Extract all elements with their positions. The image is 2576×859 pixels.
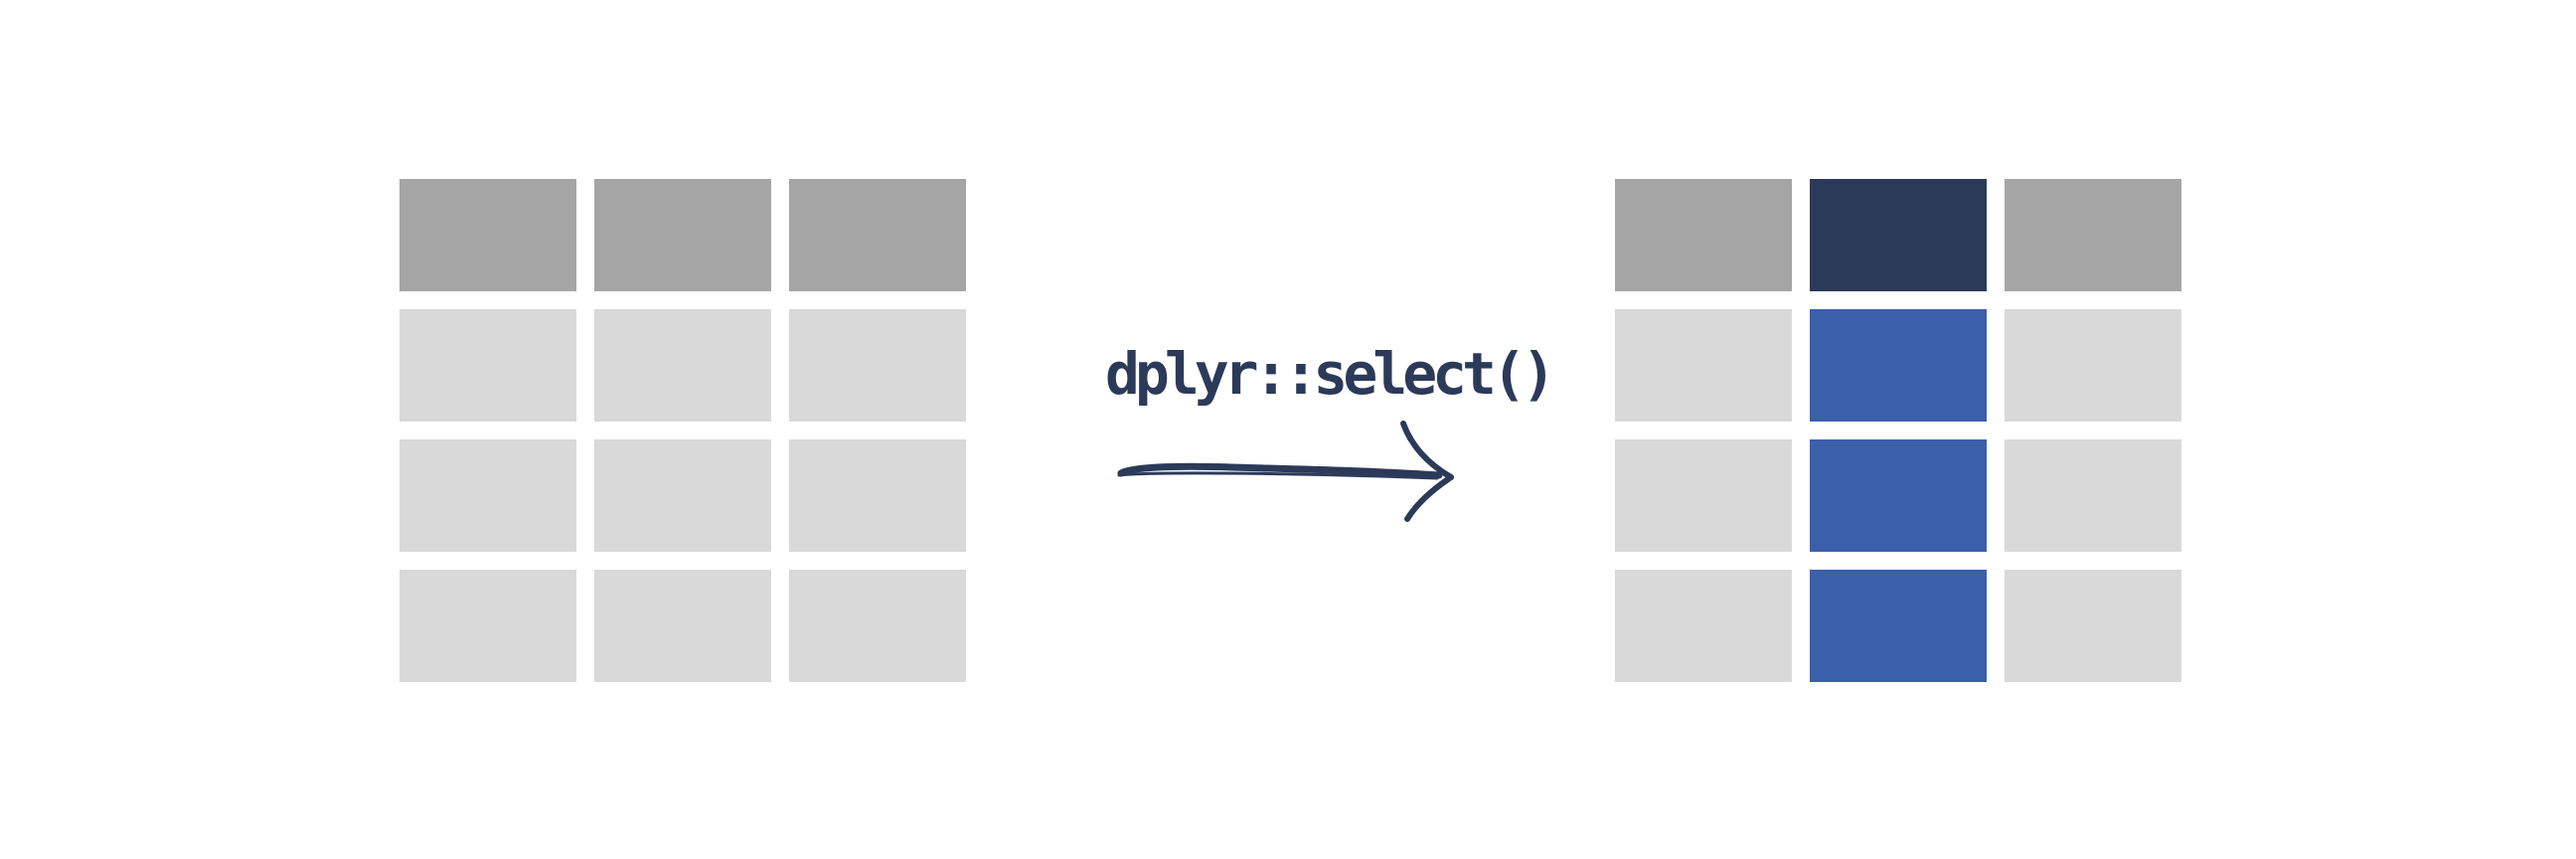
result-body-cell	[1615, 439, 1792, 552]
source-header-cell	[400, 179, 576, 291]
selected-column-cell	[1810, 309, 1987, 422]
source-header-cell	[594, 179, 771, 291]
source-body-cell	[594, 309, 771, 422]
result-body-cell	[1615, 309, 1792, 422]
result-body-cell	[2005, 439, 2181, 552]
source-header-cell	[789, 179, 966, 291]
result-body-cell	[2005, 570, 2181, 682]
source-body-cell	[594, 439, 771, 552]
source-body-cell	[400, 570, 576, 682]
result-table	[1615, 179, 2181, 682]
source-body-cell	[789, 570, 966, 682]
source-body-cell	[789, 439, 966, 552]
result-header-cell	[1615, 179, 1792, 291]
source-table	[400, 179, 966, 682]
result-body-cell	[2005, 309, 2181, 422]
transform-arrow-icon	[1117, 421, 1454, 522]
source-body-cell	[789, 309, 966, 422]
source-body-cell	[400, 309, 576, 422]
selected-column-header	[1810, 179, 1987, 291]
result-body-cell	[1615, 570, 1792, 682]
selected-column-cell	[1810, 439, 1987, 552]
function-label: dplyr::select()	[1105, 340, 1556, 408]
source-body-cell	[400, 439, 576, 552]
selected-column-cell	[1810, 570, 1987, 682]
result-header-cell	[2005, 179, 2181, 291]
source-body-cell	[594, 570, 771, 682]
